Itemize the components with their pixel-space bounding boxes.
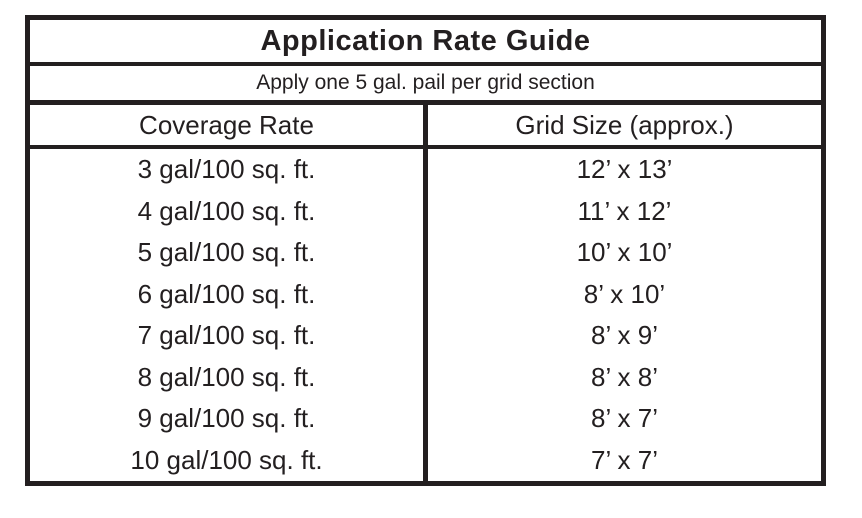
table-body: 3 gal/100 sq. ft. 12’ x 13’ 4 gal/100 sq… — [30, 149, 821, 481]
table-row: 8 gal/100 sq. ft. 8’ x 8’ — [30, 356, 821, 398]
table-subtitle: Apply one 5 gal. pail per grid section — [30, 66, 821, 105]
grid-size-cell: 8’ x 9’ — [591, 320, 658, 351]
table-row: 5 gal/100 sq. ft. 10’ x 10’ — [30, 232, 821, 274]
grid-size-cell: 11’ x 12’ — [577, 195, 672, 226]
table-row: 7 gal/100 sq. ft. 8’ x 9’ — [30, 315, 821, 357]
table-header-row: Coverage Rate Grid Size (approx.) — [30, 105, 821, 149]
coverage-rate-cell: 5 gal/100 sq. ft. — [30, 232, 428, 274]
grid-size-cell: 8’ x 10’ — [583, 278, 666, 309]
grid-size-cell: 7’ x 7’ — [591, 444, 658, 475]
grid-size-cell: 8’ x 7’ — [591, 403, 658, 434]
coverage-rate-cell: 9 gal/100 sq. ft. — [30, 398, 428, 440]
coverage-rate-cell: 10 gal/100 sq. ft. — [30, 439, 428, 481]
table-row: 3 gal/100 sq. ft. 12’ x 13’ — [30, 149, 821, 191]
grid-size-cell: 10’ x 10’ — [576, 237, 673, 268]
table-row: 6 gal/100 sq. ft. 8’ x 10’ — [30, 273, 821, 315]
coverage-rate-cell: 8 gal/100 sq. ft. — [30, 356, 428, 398]
coverage-rate-cell: 7 gal/100 sq. ft. — [30, 315, 428, 357]
table-title: Application Rate Guide — [30, 20, 821, 66]
table-row: 9 gal/100 sq. ft. 8’ x 7’ — [30, 398, 821, 440]
coverage-rate-cell: 3 gal/100 sq. ft. — [30, 149, 428, 191]
table-row: 10 gal/100 sq. ft. 7’ x 7’ — [30, 439, 821, 481]
table-row: 4 gal/100 sq. ft. 11’ x 12’ — [30, 190, 821, 232]
grid-size-cell: 12’ x 13’ — [576, 154, 673, 185]
grid-size-cell: 8’ x 8’ — [591, 361, 658, 392]
application-rate-guide-table: Application Rate Guide Apply one 5 gal. … — [25, 15, 826, 486]
column-header-coverage-rate: Coverage Rate — [30, 105, 428, 145]
column-header-grid-size: Grid Size (approx.) — [515, 109, 734, 140]
coverage-rate-cell: 4 gal/100 sq. ft. — [30, 190, 428, 232]
coverage-rate-cell: 6 gal/100 sq. ft. — [30, 273, 428, 315]
